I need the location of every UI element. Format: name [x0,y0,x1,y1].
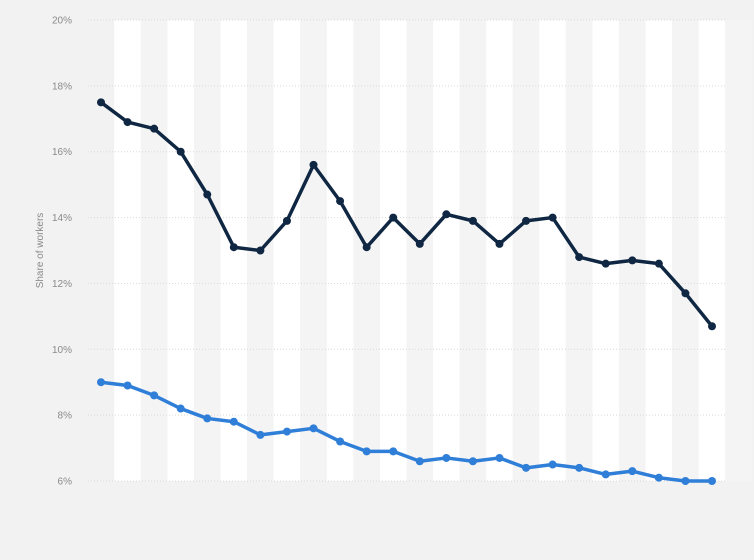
data-point[interactable] [601,470,610,479]
plot-band [326,20,354,481]
plot-band [459,20,487,481]
data-point[interactable] [575,463,584,472]
data-point[interactable] [229,243,238,252]
data-point[interactable] [522,463,531,472]
plot-band [645,20,673,481]
data-point[interactable] [97,98,105,107]
data-point[interactable] [256,246,265,255]
plot-band [592,20,620,481]
plot-band [486,20,513,481]
plot-band [619,20,646,481]
data-point[interactable] [495,453,504,462]
data-point[interactable] [601,259,610,268]
y-tick-label: 14% [52,213,72,224]
data-point[interactable] [97,378,105,387]
data-point[interactable] [150,124,159,133]
data-point[interactable] [654,473,663,482]
y-tick-label: 12% [52,279,72,290]
data-point[interactable] [389,447,398,456]
data-point[interactable] [654,259,663,268]
data-point[interactable] [362,243,371,252]
data-point[interactable] [548,460,557,469]
plot-band [406,20,434,481]
data-point[interactable] [628,256,637,265]
y-tick-label: 10% [52,345,72,356]
y-tick-label: 8% [58,411,73,422]
data-point[interactable] [708,322,716,331]
data-point[interactable] [282,216,291,225]
data-point[interactable] [548,213,557,222]
data-point[interactable] [123,381,132,390]
plot-band [725,20,752,481]
data-point[interactable] [468,216,477,225]
plot-band [273,20,301,481]
data-point[interactable] [415,239,424,248]
series-layer [97,98,716,485]
data-point[interactable] [256,430,265,439]
series-line [99,100,714,328]
data-point[interactable] [575,253,584,262]
y-tick-label: 16% [52,147,72,158]
plot-band [300,20,327,481]
y-tick-label: 18% [52,81,72,92]
plot-band [672,20,699,481]
data-point[interactable] [203,190,212,199]
series-1 [97,98,716,331]
plot-band [512,20,540,481]
data-point[interactable] [203,414,212,423]
data-point[interactable] [176,404,185,413]
data-point[interactable] [309,424,318,433]
data-point[interactable] [336,197,345,206]
data-point[interactable] [309,160,318,169]
data-point[interactable] [681,477,690,485]
data-point[interactable] [628,467,637,476]
plot-band [379,20,407,481]
series-2 [97,378,716,485]
data-point[interactable] [229,417,238,426]
y-tick-label: 6% [58,477,73,488]
plot-band [114,20,141,481]
plot-band [140,20,168,481]
y-axis-ticks: 6% 8% 10% 12% 14% 16% 18% 20% [52,16,72,488]
data-point[interactable] [415,457,424,466]
data-point[interactable] [176,147,185,156]
y-axis-title: Share of workers [35,213,46,289]
data-point[interactable] [389,213,398,222]
plot-band [193,20,221,481]
data-point[interactable] [123,118,132,127]
data-point[interactable] [495,239,504,248]
data-point[interactable] [282,427,291,436]
series-line [99,380,714,483]
data-point[interactable] [708,477,716,485]
plot-bands [114,20,752,481]
data-point[interactable] [522,216,531,225]
data-point[interactable] [442,210,451,219]
plot-band [433,20,460,481]
plot-band [539,20,566,481]
data-point[interactable] [681,289,690,298]
data-point[interactable] [468,457,477,466]
plot-band [698,20,726,481]
plot-band [565,20,593,481]
y-tick-label: 20% [52,16,72,27]
data-point[interactable] [336,437,345,446]
gridlines [88,19,726,482]
data-point[interactable] [362,447,371,456]
data-point[interactable] [442,453,451,462]
data-point[interactable] [150,391,159,400]
